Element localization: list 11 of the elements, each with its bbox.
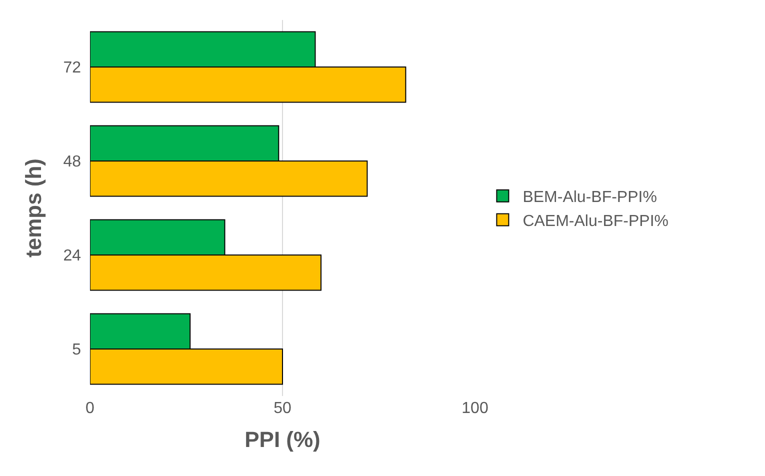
y-axis-title: temps (h) <box>21 158 46 258</box>
y-tick-label: 48 <box>63 154 82 171</box>
x-tick-label: 50 <box>274 400 292 417</box>
x-tick-label: 100 <box>462 400 488 417</box>
y-tick-label: 5 <box>72 342 82 359</box>
x-tick-label: 0 <box>86 400 95 417</box>
x-axis-title: PPI (%) <box>244 426 320 452</box>
y-tick-label: 24 <box>63 248 82 265</box>
legend-label: CAEM-Alu-BF-PPI% <box>522 212 668 230</box>
legend-label: BEM-Alu-BF-PPI% <box>522 189 657 206</box>
y-tick-label: 72 <box>63 60 82 77</box>
